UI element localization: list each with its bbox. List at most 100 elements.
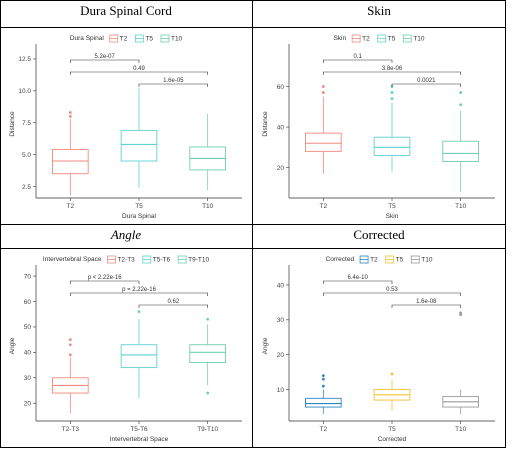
x-tick-label: T10 — [455, 426, 467, 433]
legend-item: T2 — [351, 34, 370, 43]
box-1 — [120, 310, 158, 399]
outlier-point — [321, 374, 325, 378]
y-tick-label: 20 — [24, 401, 32, 408]
legend-item: T10 — [402, 34, 425, 43]
box-body — [120, 129, 158, 162]
panel-title: Dura Spinal Cord — [80, 3, 172, 18]
box-body — [442, 140, 479, 162]
p-value-label: 0.49 — [133, 66, 145, 72]
legend-title: Dura Spinal — [70, 35, 105, 42]
bracket-line — [323, 71, 461, 75]
bracket-line — [70, 292, 208, 296]
bracket-line — [70, 59, 140, 63]
y-tick-label: 50 — [24, 324, 32, 331]
box-body — [305, 132, 342, 152]
legend-label: T5 — [388, 36, 396, 43]
y-axis-label: Angle — [262, 337, 269, 354]
y-tick-label: 40 — [24, 350, 32, 357]
legend-label: T2 — [362, 36, 370, 43]
legend: Dura Spinal T2 T5 T10 — [70, 34, 183, 43]
outlier-point — [390, 91, 394, 94]
panel-dura: Dura Spinal Cord Dura Spinal T2 T5 T10 2.5 5.… — [0, 0, 252, 224]
y-tick-label: 30 — [24, 375, 32, 382]
box-0 — [52, 111, 89, 196]
outlier-point — [206, 391, 210, 395]
y-tick-label: 60 — [24, 299, 32, 306]
y-axis-label: Distance — [262, 111, 269, 137]
legend-label: T10 — [171, 36, 183, 43]
y-tick-label: 12.5 — [18, 56, 31, 63]
box-body — [373, 136, 411, 156]
grid-divider-top — [0, 27, 506, 28]
outlier-point — [137, 310, 141, 314]
p-value-label: 1.6e-08 — [416, 299, 437, 305]
outlier-point — [206, 317, 210, 321]
y-tick-label: 40 — [277, 282, 285, 289]
y-tick-label: 7.5 — [22, 120, 31, 127]
y-tick-label: 10.0 — [18, 88, 31, 95]
legend-label: T9-T10 — [188, 257, 209, 264]
chart-corrected: Corrected T2 T5 T10 10 20 30 40 Angle Corrected T2… — [262, 255, 495, 443]
x-tick-label: T5 — [388, 203, 396, 210]
x-tick-label: T2 — [67, 203, 75, 210]
legend-label: T10 — [413, 36, 425, 43]
x-tick-label: T9-T10 — [197, 426, 218, 433]
x-axis-label: Intervertebral Space — [110, 436, 169, 443]
y-tick-label: 20 — [277, 352, 285, 359]
legend-label: T5-T6 — [153, 257, 171, 264]
box-1 — [373, 85, 411, 172]
legend-label: T2 — [370, 257, 378, 264]
outlier-point — [68, 114, 72, 118]
legend-title: Skin — [333, 35, 346, 42]
comparison-bracket: 5.2e-07 — [70, 54, 140, 63]
bracket-line — [391, 304, 461, 308]
p-value-label: 0.62 — [167, 299, 179, 305]
p-value-label: 3.8e-06 — [382, 66, 403, 72]
bracket-line — [70, 280, 140, 284]
legend-title: Corrected — [326, 256, 355, 263]
comparison-bracket: 0.0021 — [391, 78, 461, 87]
legend-label: T5 — [396, 257, 404, 264]
bracket-line — [323, 59, 393, 63]
outlier-point — [390, 97, 394, 101]
bracket-line — [70, 71, 208, 75]
legend-item: T5-T6 — [142, 255, 171, 264]
y-axis-label: Distance — [9, 111, 16, 137]
box-body — [189, 344, 226, 363]
bracket-line — [138, 83, 208, 87]
panel-angle: Angle Intervertebral Space T2-T3 T5-T6 T9-T… — [0, 225, 252, 448]
bracket-line — [391, 83, 461, 87]
x-tick-label: T2-T3 — [62, 426, 80, 433]
box-0 — [305, 374, 342, 415]
y-tick-label: 60 — [277, 84, 285, 91]
outlier-point — [321, 85, 325, 88]
outlier-point — [68, 111, 72, 114]
legend-item: T5 — [134, 34, 153, 43]
box-body — [52, 149, 89, 175]
box-body — [305, 397, 342, 408]
legend-label: T5 — [145, 36, 153, 43]
outlier-point — [459, 91, 463, 94]
legend-item: T9-T10 — [177, 255, 209, 264]
outlier-point — [459, 311, 463, 315]
legend-label: T2 — [120, 36, 128, 43]
legend-item: T2 — [109, 34, 128, 43]
y-tick-label: 40 — [277, 124, 285, 131]
x-tick-label: T10 — [455, 203, 467, 210]
y-tick-label: 30 — [277, 317, 285, 324]
box-0 — [52, 338, 89, 414]
panel-title: Corrected — [353, 227, 405, 242]
legend-item: T10 — [410, 255, 433, 264]
chart-skin: Skin T2 T5 T10 20 40 60 Distance Skin T2 T5 T10 0.1 3… — [262, 34, 495, 220]
bracket-line — [323, 280, 393, 284]
y-tick-label: 5.0 — [22, 152, 31, 159]
legend-label: T10 — [421, 257, 433, 264]
legend-title: Intervertebral Space — [43, 256, 102, 263]
comparison-bracket: 6.4e-10 — [323, 275, 393, 284]
x-axis-label: Skin — [386, 213, 399, 220]
comparison-bracket: p < 2.22e-16 — [70, 275, 140, 284]
comparison-bracket: 0.53 — [323, 287, 461, 296]
box-0 — [305, 85, 342, 174]
legend-item: T2 — [359, 255, 378, 264]
legend: Corrected T2 T5 T10 — [326, 255, 433, 264]
